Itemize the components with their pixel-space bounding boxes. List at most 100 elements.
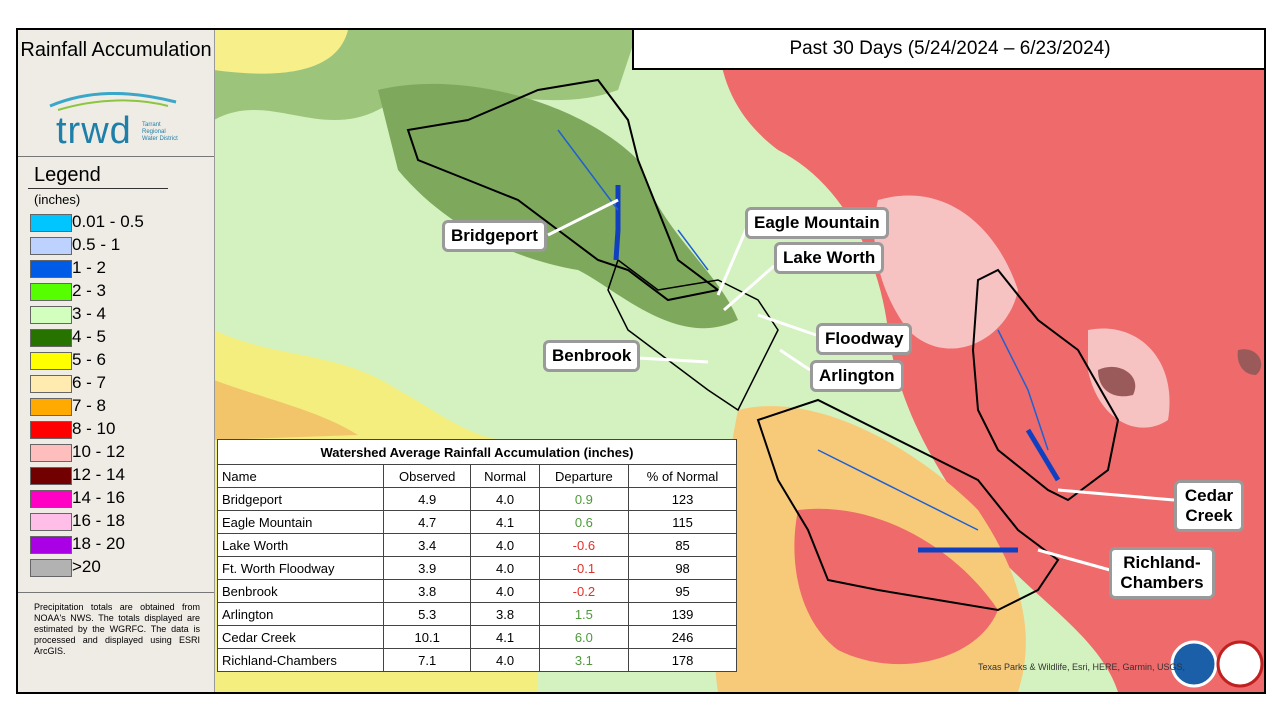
table-cell: 3.8	[382, 579, 472, 603]
legend-swatch	[30, 237, 72, 255]
table-row: Lake Worth 3.4 4.0 -0.6 85	[217, 533, 737, 557]
header-title: Past 30 Days (5/24/2024 – 6/23/2024)	[632, 30, 1264, 70]
legend-swatch	[30, 559, 72, 577]
table-row: Richland-Chambers 7.1 4.0 3.1 178	[217, 648, 737, 672]
column-header: Normal	[470, 464, 540, 488]
legend-swatch	[30, 306, 72, 324]
legend-swatch	[30, 444, 72, 462]
table-cell: 0.9	[538, 487, 630, 511]
table-row: Arlington 5.3 3.8 1.5 139	[217, 602, 737, 626]
legend-swatch	[30, 536, 72, 554]
table-cell: -0.6	[538, 533, 630, 557]
legend-units: (inches)	[34, 192, 81, 207]
legend-label: 2 - 3	[72, 281, 107, 300]
attribution: Texas Parks & Wildlife, Esri, HERE, Garm…	[978, 662, 1186, 672]
note: Precipitation totals are obtained from N…	[34, 602, 200, 656]
table-cell: -0.2	[538, 579, 630, 603]
legend-swatch	[30, 329, 72, 347]
legend-label: 5 - 6	[72, 350, 107, 369]
table-cell: 7.1	[382, 648, 472, 672]
table-row: Bridgeport 4.9 4.0 0.9 123	[217, 487, 737, 511]
table-title-row: Watershed Average Rainfall Accumulation …	[217, 439, 737, 465]
legend-label: 3 - 4	[72, 304, 107, 323]
table-row: Benbrook 3.8 4.0 -0.2 95	[217, 579, 737, 603]
legend-swatch	[30, 260, 72, 278]
logo-waves	[49, 92, 177, 111]
legend-swatch	[30, 283, 72, 301]
table-row: Cedar Creek 10.1 4.1 6.0 246	[217, 625, 737, 649]
legend-label: 4 - 5	[72, 327, 107, 346]
legend-label: 12 - 14	[72, 465, 125, 484]
map-label: Benbrook	[543, 340, 641, 372]
legend-swatch	[30, 398, 72, 416]
table-cell: 4.1	[470, 625, 540, 649]
table-cell: 3.1	[538, 648, 630, 672]
table-cell: 3.4	[382, 533, 472, 557]
table-row: Ft. Worth Floodway 3.9 4.0 -0.1 98	[217, 556, 737, 580]
table-cell: Richland-Chambers	[217, 648, 384, 672]
page: Rainfall Accumulation trwd Tarrant Regio…	[16, 28, 1266, 694]
table-cell: Bridgeport	[217, 487, 384, 511]
legend-swatch	[30, 421, 72, 439]
legend-swatch	[30, 513, 72, 531]
legend-label: 10 - 12	[72, 442, 125, 461]
map-label: Cedar Creek	[1174, 480, 1244, 532]
map-label: Arlington	[810, 360, 904, 392]
table-cell: 98	[628, 556, 737, 580]
table-cell: 1.5	[538, 602, 630, 626]
table-cell: 139	[628, 602, 737, 626]
sidebar: Rainfall Accumulation trwd Tarrant Regio…	[18, 30, 215, 692]
column-header: % of Normal	[628, 464, 737, 488]
table-cell: 5.3	[382, 602, 472, 626]
map-label: Eagle Mountain	[745, 207, 889, 239]
legend-label: 7 - 8	[72, 396, 107, 415]
legend-swatch	[30, 490, 72, 508]
map-label: Richland-Chambers	[1109, 547, 1215, 599]
legend-swatch	[30, 467, 72, 485]
table-cell: Benbrook	[217, 579, 384, 603]
legend-label: 0.01 - 0.5	[72, 212, 144, 231]
table-cell: Cedar Creek	[217, 625, 384, 649]
column-header: Name	[217, 464, 384, 488]
logo-subtitle: Tarrant Regional Water District	[142, 122, 178, 142]
table-cell: 4.7	[382, 510, 472, 534]
table-cell: -0.1	[538, 556, 630, 580]
table-cell: 115	[628, 510, 737, 534]
table-cell: Arlington	[217, 602, 384, 626]
legend-label: 16 - 18	[72, 511, 125, 530]
map-label: Lake Worth	[774, 242, 885, 274]
legend-label: 18 - 20	[72, 534, 125, 553]
sidebar-title: Rainfall Accumulation	[20, 39, 212, 61]
legend-label: 8 - 10	[72, 419, 116, 438]
table-cell: 246	[628, 625, 737, 649]
table-cell: 4.9	[382, 487, 472, 511]
table-cell: 4.0	[470, 648, 540, 672]
rainfall-table: Watershed Average Rainfall Accumulation …	[217, 439, 737, 672]
table-row: Eagle Mountain 4.7 4.1 0.6 115	[217, 510, 737, 534]
table-cell: 6.0	[538, 625, 630, 649]
logo-name: trwd	[56, 110, 132, 152]
legend-label: 14 - 16	[72, 488, 125, 507]
table-header-row: Name Observed Normal Departure% of Normal	[217, 464, 737, 488]
table-cell: 178	[628, 648, 737, 672]
map-label: Bridgeport	[442, 220, 547, 252]
legend-label: 1 - 2	[72, 258, 107, 277]
table-cell: 4.0	[470, 487, 540, 511]
table-cell: 3.8	[470, 602, 540, 626]
table-cell: 0.6	[538, 510, 630, 534]
legend-swatch	[30, 214, 72, 232]
table-cell: 95	[628, 579, 737, 603]
table-title: Watershed Average Rainfall Accumulation …	[217, 439, 737, 465]
column-header: Observed	[382, 464, 472, 488]
column-header: Departure	[538, 464, 630, 488]
table-cell: Eagle Mountain	[217, 510, 384, 534]
legend-swatch	[30, 352, 72, 370]
table-cell: 85	[628, 533, 737, 557]
table-cell: Lake Worth	[217, 533, 384, 557]
legend-label: 6 - 7	[72, 373, 107, 392]
table-cell: 4.0	[470, 579, 540, 603]
table-cell: 3.9	[382, 556, 472, 580]
table-cell: 123	[628, 487, 737, 511]
table-cell: 4.1	[470, 510, 540, 534]
table-cell: 10.1	[382, 625, 472, 649]
